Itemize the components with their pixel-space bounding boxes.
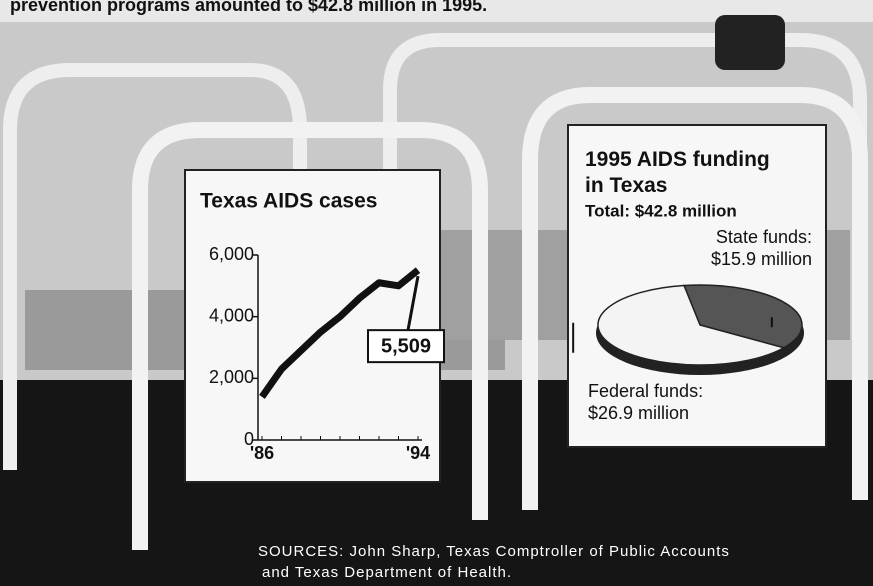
y-tick-label: 2,000	[209, 367, 254, 387]
infographic: prevention programs amounted to $42.8 mi…	[0, 0, 873, 586]
y-tick-label: 6,000	[209, 244, 254, 264]
sources: and Texas Department of Health.	[262, 564, 512, 581]
data-label: 5,509	[381, 335, 431, 357]
page: { "caption": "prevention programs amount…	[0, 0, 873, 586]
caption: prevention programs amounted to $42.8 mi…	[10, 0, 487, 15]
x-tick-label: '86	[250, 443, 274, 463]
chart-subtitle: Total: $42.8 million	[585, 201, 737, 220]
category-label: State funds:	[716, 227, 812, 247]
iv-bag	[715, 15, 785, 70]
data-label: $15.9 million	[711, 249, 812, 269]
panel	[185, 170, 440, 482]
y-tick-label: 4,000	[209, 305, 254, 325]
chart-title: Texas AIDS cases	[200, 190, 377, 213]
x-tick-label: '94	[406, 443, 430, 463]
category-label: Federal funds:	[588, 381, 703, 401]
data-label: $26.9 million	[588, 403, 689, 423]
sources: SOURCES: John Sharp, Texas Comptroller o…	[258, 543, 730, 560]
